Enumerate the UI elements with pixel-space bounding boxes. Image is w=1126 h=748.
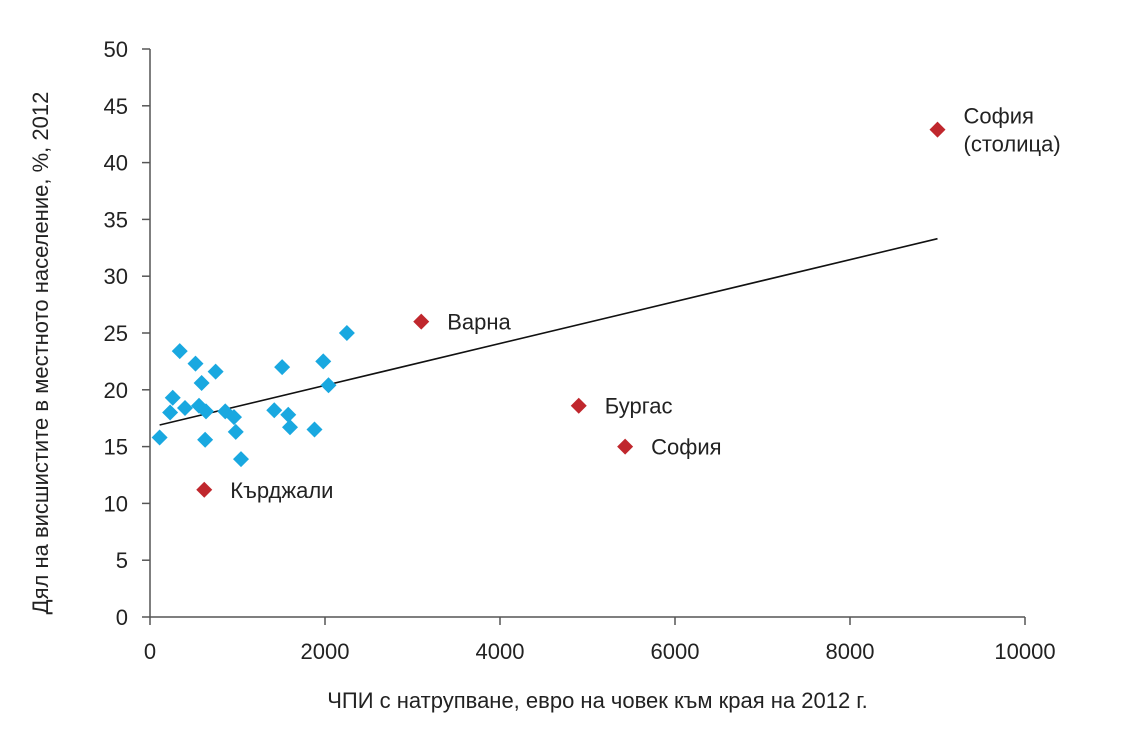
data-point — [227, 423, 244, 440]
data-point — [320, 377, 337, 394]
x-tick-label: 4000 — [476, 639, 525, 664]
trendline-group — [159, 237, 938, 426]
y-tick-label: 45 — [104, 94, 128, 119]
x-tick-label: 6000 — [651, 639, 700, 664]
y-tick-label: 35 — [104, 207, 128, 232]
x-tick-label: 10000 — [994, 639, 1055, 664]
highlighted-data-point — [929, 121, 946, 138]
data-point — [266, 402, 283, 419]
data-point — [197, 431, 214, 448]
data-point — [198, 403, 214, 420]
data-point — [274, 359, 291, 376]
data-point — [280, 406, 297, 423]
highlighted-data-point — [413, 313, 430, 330]
data-point — [207, 363, 224, 380]
highlighted-data-point — [570, 397, 587, 414]
data-point — [233, 451, 249, 468]
y-tick-label: 10 — [104, 491, 128, 516]
point-label: Бургас — [605, 394, 673, 419]
data-point — [282, 419, 298, 436]
y-tick-label: 5 — [116, 548, 128, 573]
data-point — [177, 399, 193, 416]
y-tick-label: 30 — [104, 264, 128, 289]
highlighted-data-point — [196, 481, 213, 498]
data-point — [193, 374, 210, 391]
data-point — [226, 409, 242, 426]
y-tick-label: 15 — [104, 435, 128, 460]
y-tick-label: 40 — [104, 151, 128, 176]
points-group — [151, 121, 946, 498]
x-axis-title: ЧПИ с натрупване, евро на човек към края… — [327, 688, 868, 713]
point-label: София (столица) — [964, 104, 1061, 157]
y-tick-label: 50 — [104, 37, 128, 62]
x-tick-label: 0 — [144, 639, 156, 664]
data-point — [151, 429, 168, 446]
data-point — [306, 421, 323, 438]
x-tick-label: 2000 — [301, 639, 350, 664]
point-label: Варна — [447, 310, 511, 335]
trendline — [159, 237, 938, 426]
data-point — [162, 404, 179, 421]
y-tick-label: 20 — [104, 378, 128, 403]
data-point — [164, 389, 181, 406]
x-tick-label: 8000 — [826, 639, 875, 664]
y-tick-label: 0 — [116, 605, 128, 630]
point-label: Кърджали — [230, 478, 333, 503]
data-point — [171, 343, 188, 360]
y-axis-title: Дял на висшистите в местното население, … — [28, 92, 53, 615]
axes: 0 5 10 15 20 25 30 35 40 45 50 0 2000 4000 6000 8000 100… — [104, 37, 1056, 664]
data-point — [315, 353, 332, 370]
highlighted-data-point — [617, 438, 634, 455]
point-label: София — [651, 435, 721, 460]
y-tick-label: 25 — [104, 321, 128, 346]
point-labels-group: Кърджали Варна Бургас София София (столица) — [230, 104, 1060, 503]
data-point — [187, 355, 204, 372]
data-point — [338, 325, 355, 341]
